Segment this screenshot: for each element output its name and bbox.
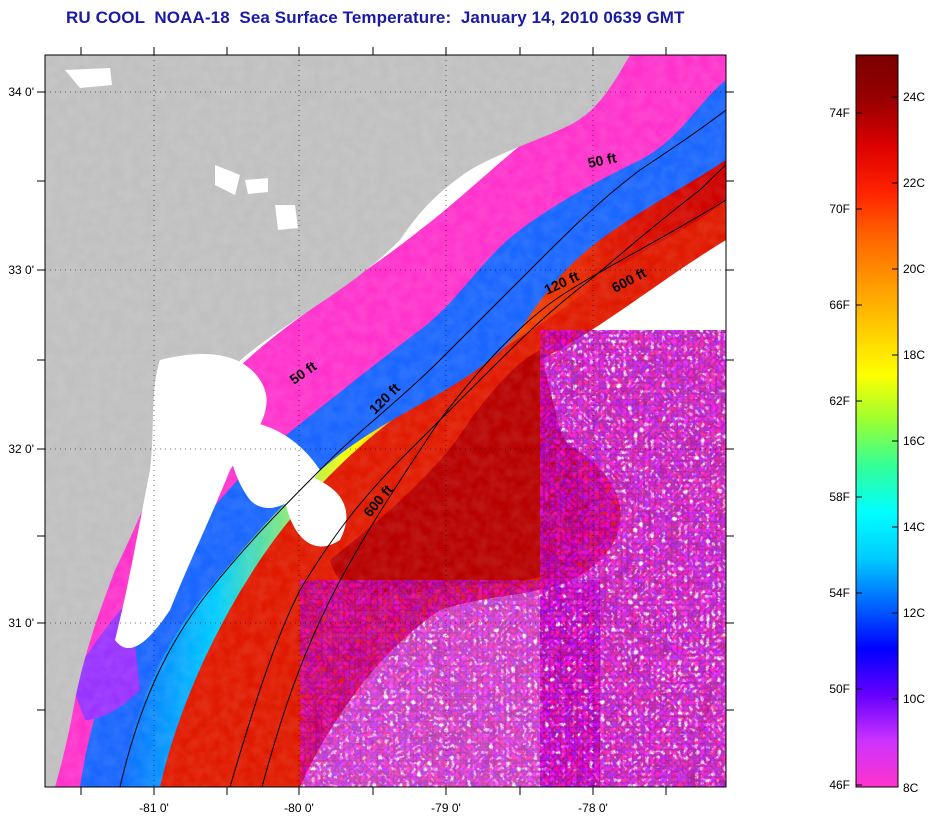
- colorbar: 74F 70F 66F 62F 58F 54F 50F 46F 24C 22C 20C 18C 16C…: [829, 54, 925, 795]
- texture-overlay: [45, 55, 726, 787]
- colorbar-f-label: 50F: [829, 682, 850, 696]
- colorbar-c-label: 20C: [903, 262, 925, 276]
- colorbar-f-label: 58F: [829, 490, 850, 504]
- colorbar-gradient: [856, 55, 898, 787]
- colorbar-c-label: 22C: [903, 176, 925, 190]
- lon-tick-label: -79 0': [431, 801, 461, 815]
- lat-lon-grid: [45, 55, 726, 787]
- lat-tick-label: 33 0': [8, 263, 34, 277]
- lon-tick-label: -80 0': [284, 801, 314, 815]
- lon-tick-label: -78 0': [578, 801, 608, 815]
- colorbar-f-label: 66F: [829, 298, 850, 312]
- colorbar-f-label: 46F: [829, 778, 850, 792]
- map-frame: [44, 54, 727, 788]
- lat-tick-label: 31 0': [8, 616, 34, 630]
- lat-tick-label: 34 0': [8, 85, 34, 99]
- axis-ticks: [37, 47, 734, 795]
- colorbar-c-label: 8C: [903, 781, 919, 795]
- contour-600ft-line: [261, 199, 726, 787]
- colorbar-c-label: 14C: [903, 520, 925, 534]
- colorbar-c-label: 10C: [903, 692, 925, 706]
- contour-50ft-line: [119, 109, 726, 787]
- colorbar-c-label: 24C: [903, 90, 925, 104]
- lon-tick-label: -81 0': [139, 801, 169, 815]
- sst-map: 50 ft 50 ft 120 ft 120 ft 600 ft 600 ft: [45, 55, 726, 787]
- colorbar-c-label: 16C: [903, 434, 925, 448]
- colorbar-f-label: 74F: [829, 106, 850, 120]
- colorbar-c-label: 12C: [903, 606, 925, 620]
- colorbar-f-label: 54F: [829, 586, 850, 600]
- colorbar-c-label: 18C: [903, 348, 925, 362]
- contour-label-50ft-north: 50 ft: [586, 149, 618, 171]
- chart-title: RU COOL NOAA-18 Sea Surface Temperature:…: [66, 8, 685, 27]
- lat-tick-label: 32 0': [8, 442, 34, 456]
- colorbar-f-label: 70F: [829, 202, 850, 216]
- colorbar-f-label: 62F: [829, 394, 850, 408]
- colorbar-frame: [855, 54, 899, 788]
- contour-120ft-line: [229, 164, 726, 787]
